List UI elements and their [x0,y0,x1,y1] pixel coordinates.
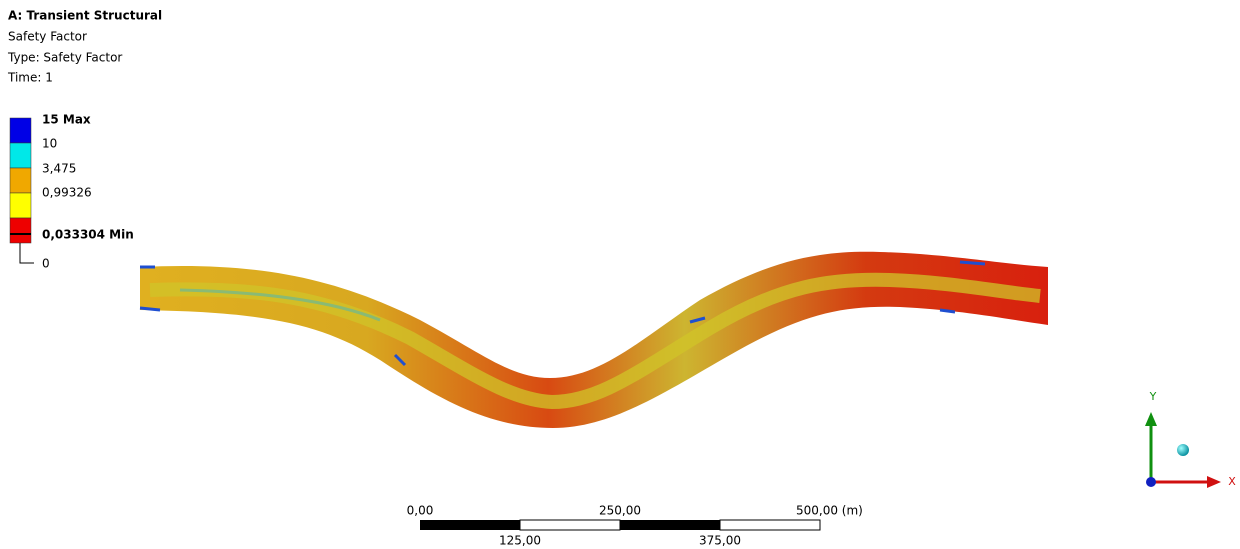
header-line: Safety Factor [8,30,87,44]
page: {"header": {"title": "A: Transient Struc… [0,0,1240,549]
scale-segment [420,520,520,530]
legend-leader [20,243,34,263]
scale-label: 250,00 [599,504,641,518]
legend-swatch [10,193,31,218]
scale-segment [720,520,820,530]
legend-label: 0 [42,257,50,271]
y-arrow-head [1145,412,1157,426]
legend-swatch [10,168,31,193]
legend-swatch [10,118,31,143]
header-line: Time: 1 [7,71,53,85]
z-axis [1146,477,1156,487]
legend-label: 10 [42,137,57,151]
scale-label: 500,00 (m) [796,504,863,518]
viewport: A: Transient Structural Safety Factor Ty… [0,0,1240,549]
legend-label: 15 Max [42,113,91,127]
legend-label: 0,033304 Min [42,228,134,242]
y-axis-label: Y [1149,390,1157,403]
scale-label: 125,00 [499,534,541,548]
x-arrow-head [1207,476,1221,488]
legend-label: 0,99326 [42,186,92,200]
scale-bar: 0,00 250,00 500,00 (m) 125,00 375,00 [407,504,863,548]
legend-swatch [10,143,31,168]
x-axis-label: X [1228,475,1236,488]
scale-segment [520,520,620,530]
model [140,252,1048,428]
scale-segment [620,520,720,530]
title: A: Transient Structural [8,9,162,23]
axis-triad: Y X [1145,390,1236,488]
legend-label: 3,475 [42,162,76,176]
view-sphere [1177,444,1189,456]
legend: 15 Max 10 3,475 0,99326 0,033304 Min 0 [10,113,134,271]
legend-swatch [10,218,31,243]
scale-label: 375,00 [699,534,741,548]
header-line: Type: Safety Factor [7,51,122,65]
scale-label: 0,00 [407,504,434,518]
